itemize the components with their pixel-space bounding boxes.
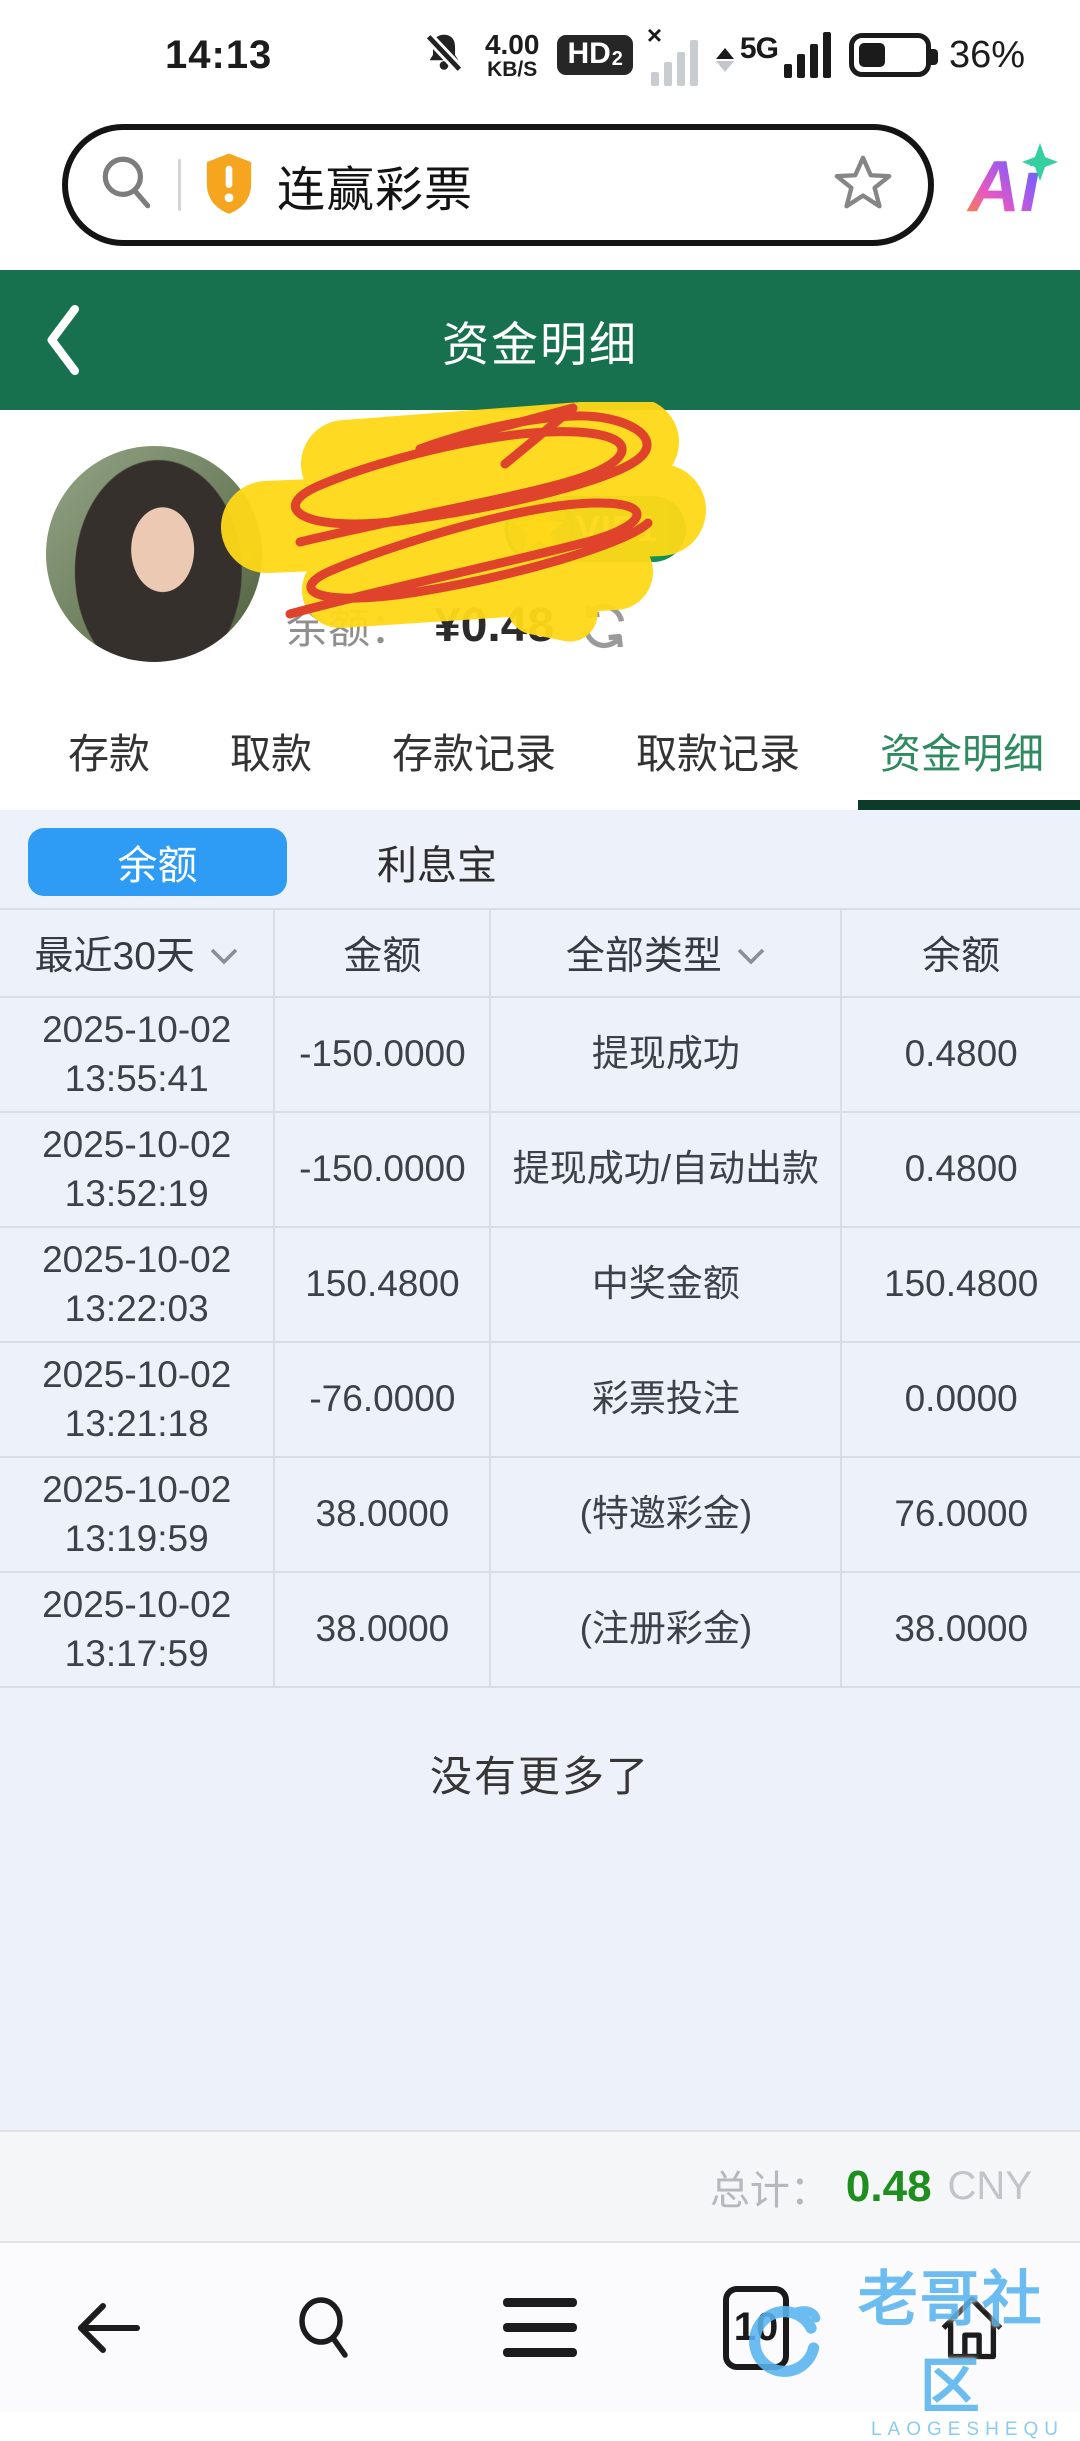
nav-search-button[interactable] — [216, 2293, 432, 2363]
chevron-down-icon — [210, 948, 238, 965]
search-icon[interactable] — [96, 152, 158, 219]
active-tab-underline — [858, 800, 1080, 810]
filter-type[interactable]: 全部类型 — [491, 910, 843, 996]
column-header-amount: 金额 — [275, 910, 492, 996]
search-icon — [299, 2296, 348, 2358]
sim2-signal-icon: 5G — [715, 32, 831, 78]
page-header: 资金明细 — [0, 270, 1080, 410]
no-more-label: 没有更多了 — [429, 1753, 650, 1800]
vip-badge: VIP1 — [504, 494, 687, 564]
table-row: 2025-10-02 13:55:41 -150.0000 提现成功 0.4800 — [0, 998, 1080, 1113]
vip-star-icon — [500, 490, 578, 568]
ai-assistant-icon[interactable]: Ai — [962, 135, 1058, 236]
fund-details-panel: 余额 利息宝 最近30天 金额 全部类型 余额 2025-10-02 13:55:… — [0, 810, 1080, 2130]
table-row: 2025-10-02 13:22:03 150.4800 中奖金额 150.480… — [0, 1228, 1080, 1343]
refresh-icon[interactable] — [576, 598, 632, 654]
battery-icon — [848, 33, 938, 77]
divider — [178, 159, 181, 211]
back-icon[interactable] — [40, 304, 86, 376]
notifications-muted-icon — [421, 30, 467, 81]
clock: 14:13 — [165, 32, 273, 77]
status-icons: 4.00 KB/S HD 2 × 5G 36% — [421, 22, 1025, 86]
site-safety-shield-icon[interactable] — [201, 151, 257, 220]
sim1-signal-icon: × — [647, 22, 698, 86]
tab-count-icon: 10 — [723, 2285, 789, 2370]
total-bar: 总计： 0.48 CNY — [0, 2130, 1080, 2243]
table-row: 2025-10-02 13:19:59 38.0000 (特邀彩金) 76.000… — [0, 1458, 1080, 1573]
table-row: 2025-10-02 13:17:59 38.0000 (注册彩金) 38.000… — [0, 1573, 1080, 1688]
menu-icon — [503, 2298, 577, 2357]
profile-section: VIP1 余额： ¥0.48 — [0, 402, 1080, 690]
total-value: 0.48 — [845, 2161, 932, 2211]
nav-back-button[interactable] — [0, 2296, 216, 2360]
home-icon — [941, 2296, 1003, 2359]
balance-label: 余额： — [286, 605, 413, 652]
avatar[interactable] — [46, 446, 262, 662]
vip-level-label: VIP1 — [576, 508, 659, 549]
nav-menu-button[interactable] — [432, 2298, 648, 2357]
balance-row: 余额： ¥0.48 — [286, 595, 632, 656]
filter-date-range[interactable]: 最近30天 — [0, 910, 276, 996]
chevron-down-icon — [737, 948, 765, 965]
watermark-subtext: LAOGESHEQU — [870, 2419, 1064, 2440]
subtab-balance[interactable]: 余额 — [28, 828, 287, 896]
column-header-balance: 余额 — [922, 935, 1001, 978]
address-bar[interactable]: 连赢彩票 — [62, 124, 934, 246]
network-speed: 4.00 KB/S — [484, 28, 540, 81]
nav-tabs-button[interactable]: 10 — [648, 2285, 864, 2370]
subtab-interest[interactable]: 利息宝 — [377, 844, 497, 888]
status-bar: 14:13 4.00 KB/S HD 2 × 5G 36% — [0, 0, 1080, 100]
balance-value: ¥0.48 — [434, 599, 555, 652]
table-row: 2025-10-02 13:21:18 -76.0000 彩票投注 0.0000 — [0, 1343, 1080, 1458]
currency-label: CNY — [947, 2164, 1032, 2208]
page-title: 资金明细 — [442, 317, 638, 371]
tab-deposit-records[interactable]: 存款记录 — [392, 731, 556, 777]
nav-home-button[interactable] — [864, 2290, 1080, 2366]
hd-voice-icon: HD 2 — [557, 35, 633, 75]
table-row: 2025-10-02 13:52:19 -150.0000 提现成功/自动出款 0… — [0, 1113, 1080, 1228]
data-arrows-icon — [715, 48, 734, 72]
browser-toolbar: 连赢彩票 Ai — [0, 100, 1080, 270]
page-title-text[interactable]: 连赢彩票 — [277, 164, 474, 217]
total-label: 总计： — [709, 2168, 830, 2213]
tab-deposit[interactable]: 存款 — [68, 731, 150, 777]
subtab-bar: 余额 利息宝 — [0, 810, 1080, 896]
transactions-table: 最近30天 金额 全部类型 余额 2025-10-02 13:55:41 -150… — [0, 908, 1080, 1688]
browser-bottom-nav: 10 老哥社区 LAOGESHEQU — [0, 2243, 1080, 2440]
tab-fund-details[interactable]: 资金明细 — [880, 731, 1044, 777]
battery-percent: 36% — [948, 33, 1025, 76]
bookmark-star-icon[interactable] — [832, 152, 894, 219]
tab-withdraw-records[interactable]: 取款记录 — [636, 731, 800, 777]
tab-bar: 存款 取款 存款记录 取款记录 资金明细 — [0, 690, 1080, 810]
table-header-row: 最近30天 金额 全部类型 余额 — [0, 908, 1080, 998]
tab-withdraw[interactable]: 取款 — [230, 731, 312, 777]
arrow-left-icon — [78, 2302, 140, 2353]
